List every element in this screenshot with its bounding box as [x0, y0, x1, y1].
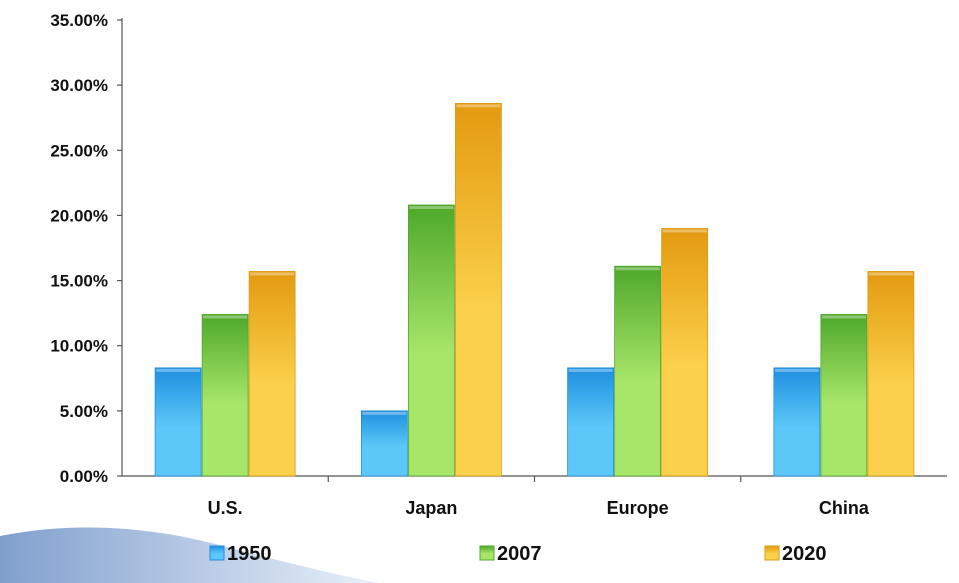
y-tick-label: 5.00%	[60, 402, 108, 421]
bar-highlight	[774, 368, 819, 372]
y-tick-label: 10.00%	[50, 337, 108, 356]
bar-highlight	[615, 267, 660, 271]
x-category-label: U.S.	[208, 498, 243, 518]
y-tick-label: 25.00%	[50, 141, 108, 160]
legend-label-2020: 2020	[782, 543, 827, 565]
bar-1950-europe	[567, 367, 615, 477]
x-category-label: Europe	[607, 498, 669, 518]
y-tick-label: 15.00%	[50, 272, 108, 291]
bars	[154, 102, 915, 477]
bar-highlight	[362, 411, 407, 415]
bar-1950-china	[773, 367, 821, 477]
legend-label-1950: 1950	[227, 543, 272, 565]
bar-2007-europe	[614, 265, 662, 477]
y-tick-label: 30.00%	[50, 76, 108, 95]
legend-label-2007: 2007	[497, 543, 542, 565]
bar-highlight	[409, 206, 454, 210]
bar-highlight	[203, 315, 248, 319]
legend: 1950 2007 2020	[209, 543, 827, 565]
bar-1950-us	[154, 367, 202, 477]
bar-2020-japan	[454, 102, 502, 477]
y-tick-labels: 0.00% 5.00% 10.00% 15.00% 20.00% 25.00% 30.00%…	[50, 11, 108, 486]
decorative-swoosh	[0, 527, 380, 583]
bar-2020-us	[248, 271, 296, 477]
bar-highlight	[456, 104, 501, 108]
bar-2020-china	[867, 271, 915, 477]
legend-swatch-2007	[479, 545, 495, 561]
bar-highlight	[250, 272, 295, 276]
y-tick-label: 20.00%	[50, 206, 108, 225]
bar-2020-europe	[661, 228, 709, 477]
y-tick-label: 0.00%	[60, 467, 108, 486]
legend-swatch-2020	[764, 545, 780, 561]
x-category-label: China	[819, 498, 870, 518]
bar-2007-japan	[407, 204, 455, 477]
category-labels: U.S. Japan Europe China	[208, 498, 870, 518]
y-tick-label: 35.00%	[50, 11, 108, 30]
bar-highlight	[662, 229, 707, 233]
bar-highlight	[156, 368, 201, 372]
bar-2007-china	[820, 314, 868, 477]
bar-1950-japan	[360, 410, 408, 477]
bar-highlight	[568, 368, 613, 372]
x-category-label: Japan	[405, 498, 457, 518]
bar-highlight	[821, 315, 866, 319]
legend-swatch-1950	[209, 545, 225, 561]
bar-highlight	[868, 272, 913, 276]
bar-2007-us	[201, 314, 249, 477]
